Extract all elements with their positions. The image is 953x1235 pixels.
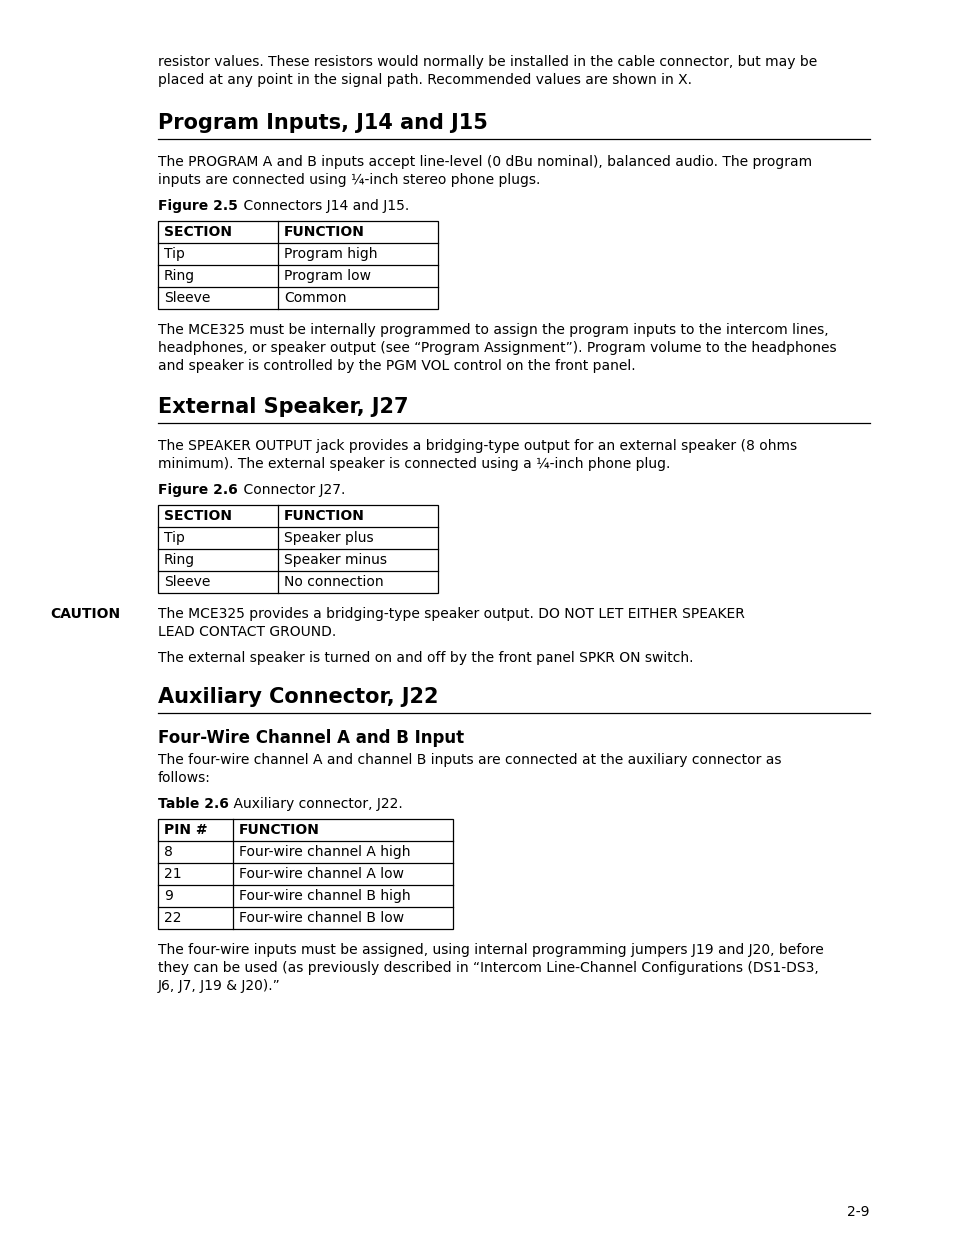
Text: Four-Wire Channel A and B Input: Four-Wire Channel A and B Input bbox=[158, 729, 464, 747]
Text: resistor values. These resistors would normally be installed in the cable connec: resistor values. These resistors would n… bbox=[158, 56, 817, 69]
Text: Sleeve: Sleeve bbox=[164, 576, 211, 589]
Text: SECTION: SECTION bbox=[164, 509, 232, 522]
Text: LEAD CONTACT GROUND.: LEAD CONTACT GROUND. bbox=[158, 625, 335, 638]
Text: Tip: Tip bbox=[164, 247, 185, 261]
Text: inputs are connected using ¼-inch stereo phone plugs.: inputs are connected using ¼-inch stereo… bbox=[158, 173, 539, 186]
Text: FUNCTION: FUNCTION bbox=[284, 225, 364, 240]
Bar bbox=[158, 505, 437, 593]
Text: Connector J27.: Connector J27. bbox=[226, 483, 345, 496]
Text: Program low: Program low bbox=[284, 269, 371, 283]
Text: Program high: Program high bbox=[284, 247, 377, 261]
Text: Figure 2.5: Figure 2.5 bbox=[158, 199, 237, 212]
Text: The external speaker is turned on and off by the front panel SPKR ON switch.: The external speaker is turned on and of… bbox=[158, 651, 693, 664]
Text: headphones, or speaker output (see “Program Assignment”). Program volume to the : headphones, or speaker output (see “Prog… bbox=[158, 341, 836, 354]
Text: 22: 22 bbox=[164, 911, 181, 925]
Text: Table 2.6: Table 2.6 bbox=[158, 797, 229, 811]
Text: FUNCTION: FUNCTION bbox=[239, 823, 319, 837]
Text: Auxiliary Connector, J22: Auxiliary Connector, J22 bbox=[158, 687, 438, 706]
Bar bbox=[158, 221, 437, 309]
Text: 21: 21 bbox=[164, 867, 181, 881]
Text: 2-9: 2-9 bbox=[846, 1205, 869, 1219]
Text: FUNCTION: FUNCTION bbox=[284, 509, 364, 522]
Text: Figure 2.6: Figure 2.6 bbox=[158, 483, 237, 496]
Text: Speaker plus: Speaker plus bbox=[284, 531, 374, 545]
Text: and speaker is controlled by the PGM VOL control on the front panel.: and speaker is controlled by the PGM VOL… bbox=[158, 359, 635, 373]
Text: The four-wire channel A and channel B inputs are connected at the auxiliary conn: The four-wire channel A and channel B in… bbox=[158, 753, 781, 767]
Text: The four-wire inputs must be assigned, using internal programming jumpers J19 an: The four-wire inputs must be assigned, u… bbox=[158, 944, 822, 957]
Text: Ring: Ring bbox=[164, 269, 195, 283]
Text: Four-wire channel A low: Four-wire channel A low bbox=[239, 867, 403, 881]
Text: minimum). The external speaker is connected using a ¼-inch phone plug.: minimum). The external speaker is connec… bbox=[158, 457, 670, 471]
Bar bbox=[158, 819, 453, 929]
Text: The MCE325 must be internally programmed to assign the program inputs to the int: The MCE325 must be internally programmed… bbox=[158, 324, 828, 337]
Text: follows:: follows: bbox=[158, 771, 211, 785]
Text: Sleeve: Sleeve bbox=[164, 291, 211, 305]
Text: Common: Common bbox=[284, 291, 346, 305]
Text: they can be used (as previously described in “Intercom Line-Channel Configuratio: they can be used (as previously describe… bbox=[158, 961, 818, 974]
Text: Connectors J14 and J15.: Connectors J14 and J15. bbox=[226, 199, 409, 212]
Text: SECTION: SECTION bbox=[164, 225, 232, 240]
Text: Tip: Tip bbox=[164, 531, 185, 545]
Text: Speaker minus: Speaker minus bbox=[284, 553, 387, 567]
Text: Four-wire channel A high: Four-wire channel A high bbox=[239, 845, 410, 860]
Text: External Speaker, J27: External Speaker, J27 bbox=[158, 396, 408, 417]
Text: The PROGRAM A and B inputs accept line-level (0 dBu nominal), balanced audio. Th: The PROGRAM A and B inputs accept line-l… bbox=[158, 156, 811, 169]
Text: Program Inputs, J14 and J15: Program Inputs, J14 and J15 bbox=[158, 112, 487, 133]
Text: PIN #: PIN # bbox=[164, 823, 208, 837]
Text: 9: 9 bbox=[164, 889, 172, 903]
Text: The MCE325 provides a bridging-type speaker output. DO NOT LET EITHER SPEAKER: The MCE325 provides a bridging-type spea… bbox=[158, 606, 744, 621]
Text: Auxiliary connector, J22.: Auxiliary connector, J22. bbox=[215, 797, 402, 811]
Text: Four-wire channel B low: Four-wire channel B low bbox=[239, 911, 404, 925]
Text: 8: 8 bbox=[164, 845, 172, 860]
Text: CAUTION: CAUTION bbox=[50, 606, 120, 621]
Text: The SPEAKER OUTPUT jack provides a bridging-type output for an external speaker : The SPEAKER OUTPUT jack provides a bridg… bbox=[158, 438, 797, 453]
Text: J6, J7, J19 & J20).”: J6, J7, J19 & J20).” bbox=[158, 979, 280, 993]
Text: Ring: Ring bbox=[164, 553, 195, 567]
Text: placed at any point in the signal path. Recommended values are shown in X.: placed at any point in the signal path. … bbox=[158, 73, 691, 86]
Text: Four-wire channel B high: Four-wire channel B high bbox=[239, 889, 410, 903]
Text: No connection: No connection bbox=[284, 576, 383, 589]
